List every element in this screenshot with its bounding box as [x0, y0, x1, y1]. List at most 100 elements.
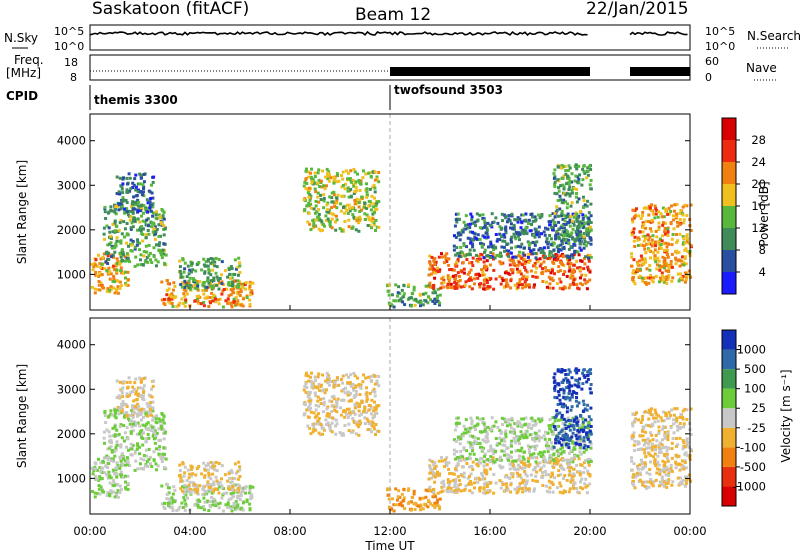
- power-cell: [196, 285, 200, 288]
- velocity-cell: [220, 477, 223, 481]
- velocity-cell: [423, 503, 427, 506]
- power-cell: [504, 228, 508, 232]
- velocity-cell: [421, 496, 425, 500]
- velocity-cell: [216, 502, 220, 506]
- power-cell: [323, 187, 327, 191]
- power-cell: [555, 205, 559, 209]
- power-cell: [336, 193, 340, 197]
- velocity-cell: [330, 430, 334, 434]
- power-cell: [586, 253, 590, 257]
- power-cell: [419, 300, 423, 304]
- power-cell: [115, 268, 119, 272]
- velocity-cell: [188, 472, 192, 476]
- velocity-cell: [114, 416, 118, 420]
- velocity-cell: [458, 482, 462, 486]
- power-cell: [469, 241, 473, 245]
- power-cell: [159, 253, 163, 257]
- velocity-cell: [143, 464, 147, 468]
- power-cell: [347, 225, 351, 229]
- power-cell: [660, 273, 664, 277]
- power-cell: [501, 239, 505, 243]
- velocity-cell: [568, 389, 572, 393]
- velocity-cell: [332, 394, 336, 398]
- velocity-cell: [373, 394, 377, 398]
- power-cell: [305, 182, 309, 185]
- velocity-cell: [458, 478, 461, 482]
- power-cell: [589, 228, 593, 232]
- velocity-cell: [223, 473, 227, 477]
- velocity-cell: [364, 422, 367, 425]
- power-cell: [551, 243, 555, 247]
- velocity-cell: [564, 376, 568, 380]
- velocity-cell: [545, 489, 549, 493]
- velocity-cell: [352, 419, 356, 423]
- velocity-cell: [578, 450, 582, 454]
- velocity-cell: [191, 481, 195, 485]
- power-cell: [436, 299, 440, 303]
- power-cell: [665, 261, 669, 265]
- power-cell: [218, 281, 222, 285]
- velocity-cell: [478, 417, 482, 421]
- power-cell: [567, 286, 571, 290]
- power-cell: [309, 171, 312, 175]
- power-cell: [585, 287, 589, 291]
- velocity-cell: [589, 459, 593, 463]
- velocity-cell: [97, 487, 101, 491]
- velocity-cell: [106, 466, 110, 469]
- velocity-cell: [171, 492, 175, 496]
- velocity-cell: [588, 482, 592, 486]
- power-cell: [568, 258, 572, 262]
- power-cell: [578, 242, 582, 246]
- velocity-cell: [524, 481, 528, 485]
- power-cell: [230, 267, 234, 271]
- velocity-cell: [495, 458, 499, 461]
- power-cell: [663, 248, 666, 252]
- power-cell: [231, 272, 235, 276]
- freq-tick-top: 18: [64, 56, 78, 69]
- power-cell: [655, 263, 659, 267]
- power-cell: [541, 250, 545, 254]
- velocity-cell: [559, 465, 563, 469]
- velocity-cell: [586, 457, 590, 461]
- velocity-cell: [582, 450, 586, 454]
- power-cell: [372, 221, 376, 225]
- power-cell: [327, 210, 330, 214]
- velocity-cell: [495, 443, 499, 447]
- velocity-cell: [168, 497, 171, 501]
- power-cell: [467, 277, 471, 281]
- power-cell: [428, 267, 432, 271]
- power-cell: [213, 264, 217, 268]
- power-cell: [576, 266, 580, 270]
- cpid-segment-1: themis 3300: [94, 93, 178, 107]
- velocity-cell: [567, 442, 571, 446]
- velocity-cell: [567, 418, 571, 422]
- power-cell: [231, 284, 234, 288]
- power-cell: [178, 269, 182, 273]
- velocity-cell: [111, 434, 115, 438]
- velocity-cell: [466, 476, 470, 480]
- power-cell: [353, 170, 357, 174]
- power-cell: [349, 187, 353, 191]
- velocity-cell: [125, 411, 129, 415]
- power-cell: [125, 176, 129, 180]
- power-cell: [498, 232, 502, 236]
- velocity-cell: [208, 500, 212, 503]
- velocity-cell: [111, 457, 115, 461]
- power-cell: [517, 260, 521, 264]
- power-cell: [670, 279, 674, 283]
- velocity-cell: [557, 431, 561, 435]
- velocity-cell: [118, 380, 122, 384]
- power-cell: [500, 262, 504, 266]
- power-cell: [248, 280, 252, 284]
- velocity-cell: [108, 474, 112, 478]
- cpid-segment-2: twofsound 3503: [394, 83, 503, 97]
- power-cell: [327, 179, 331, 183]
- power-cell: [535, 233, 539, 237]
- velocity-cell: [237, 460, 241, 464]
- velocity-cell: [119, 470, 123, 474]
- power-cell: [649, 220, 653, 224]
- power-cell: [523, 246, 526, 250]
- power-cell: [134, 188, 138, 192]
- power-cell: [489, 277, 493, 281]
- power-cell: [362, 169, 365, 173]
